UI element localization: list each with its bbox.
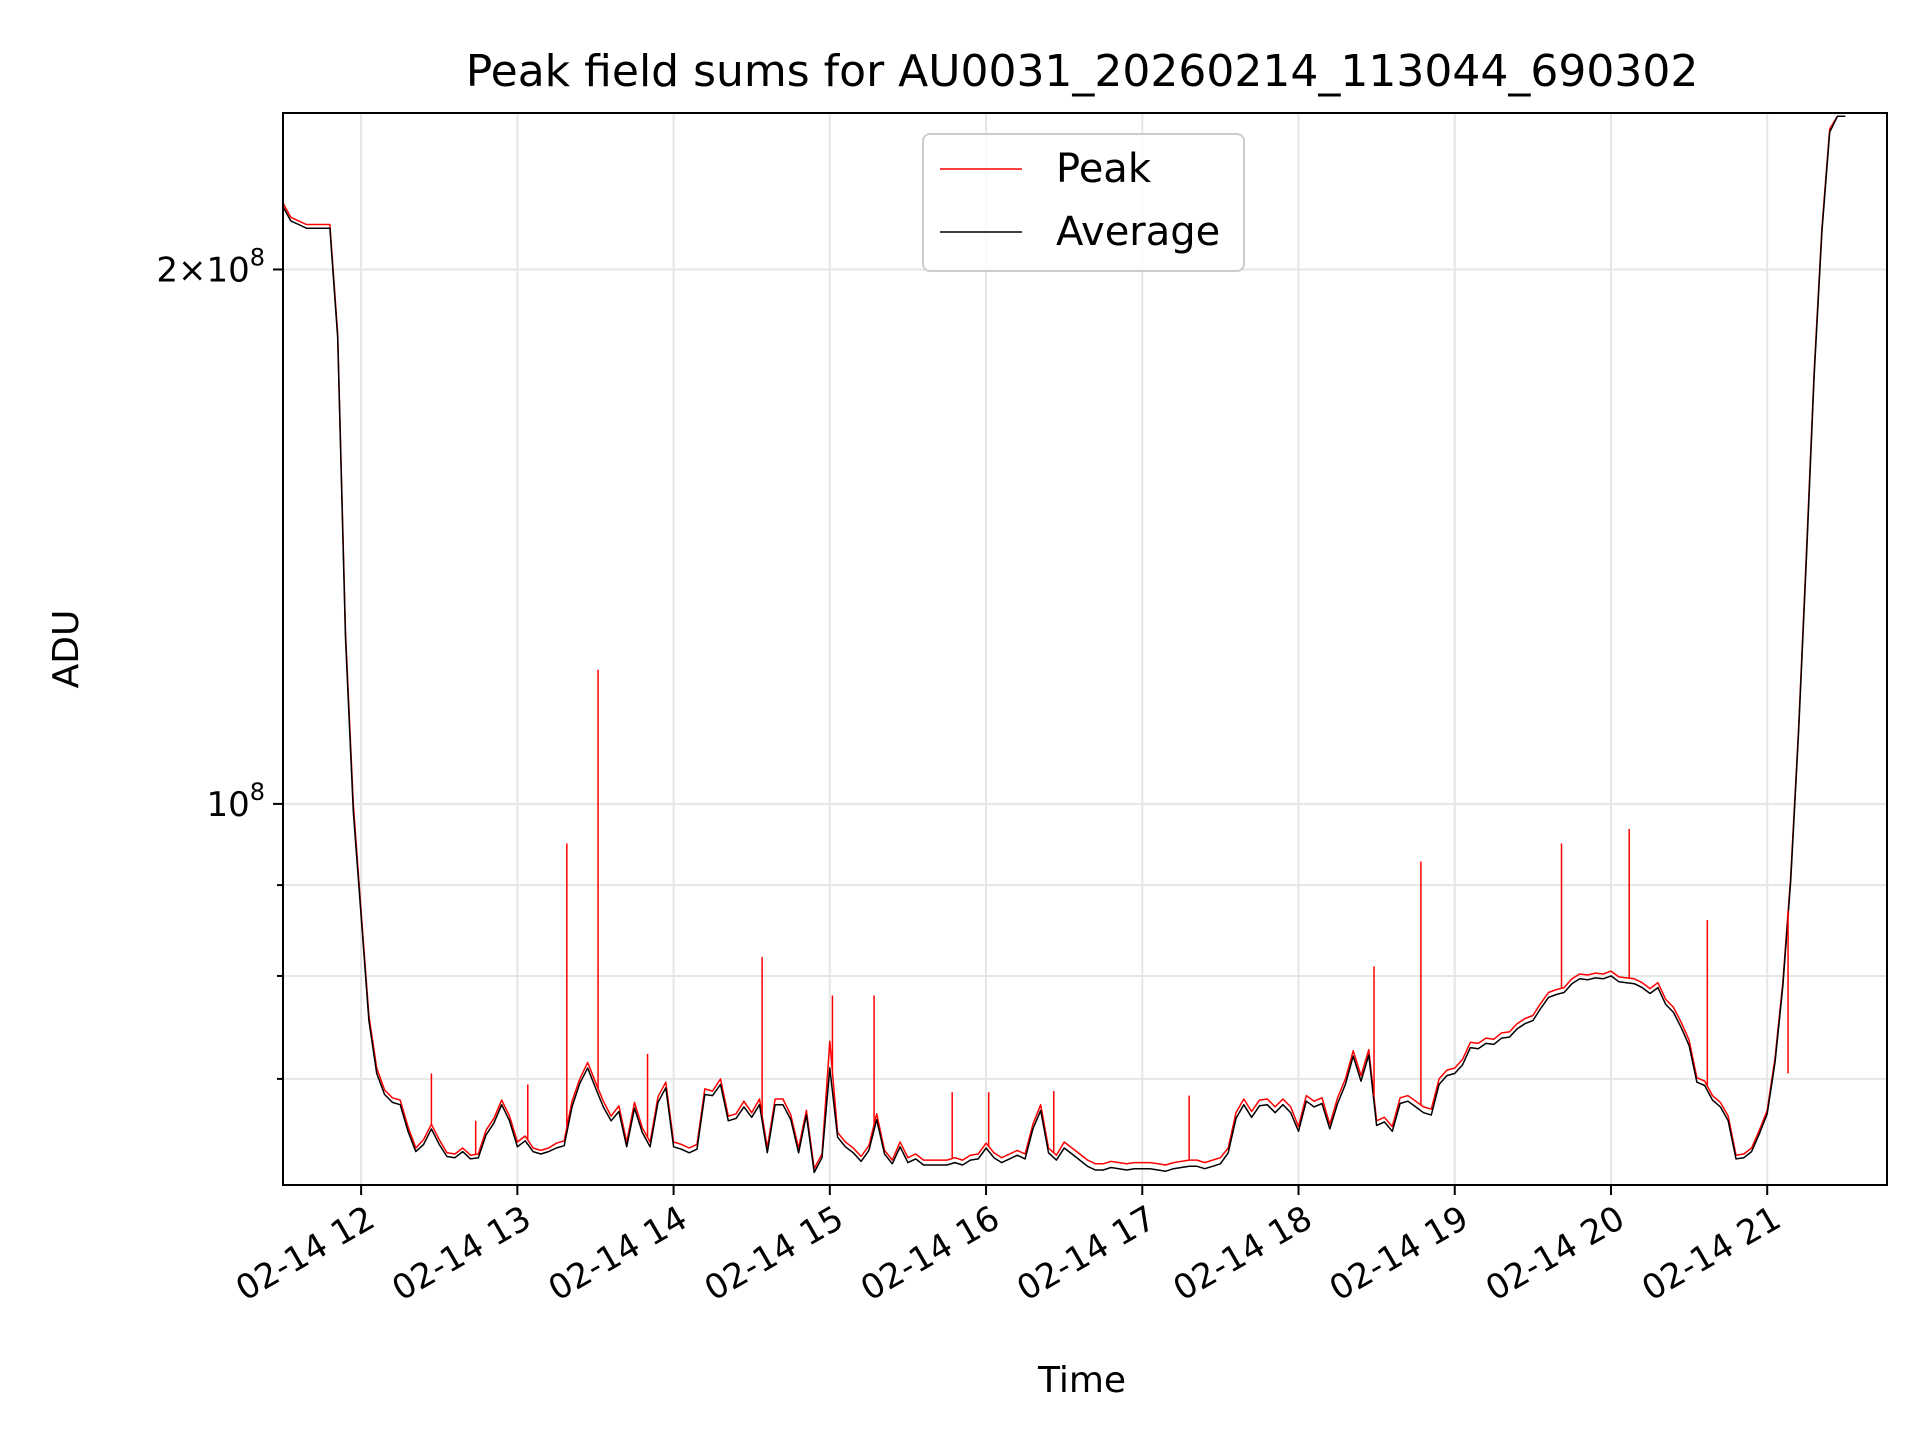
series-line-average: [282, 115, 1846, 1174]
grid-lines: [283, 113, 1887, 1185]
plot-frame: [282, 112, 1888, 1186]
y-tick-label: 2×108: [156, 243, 265, 290]
legend-label-peak: Peak: [1056, 146, 1152, 192]
y-tick-label: 108: [206, 778, 265, 825]
x-axis-label: Time: [1037, 1360, 1126, 1401]
y-axis-label: ADU: [46, 610, 87, 689]
series-layer: [282, 115, 1846, 1174]
legend: Peak Average: [922, 133, 1245, 272]
legend-label-average: Average: [1056, 209, 1220, 255]
series-line-peak: [282, 115, 1846, 1170]
chart-title: Peak field sums for AU0031_20260214_1130…: [466, 46, 1699, 97]
